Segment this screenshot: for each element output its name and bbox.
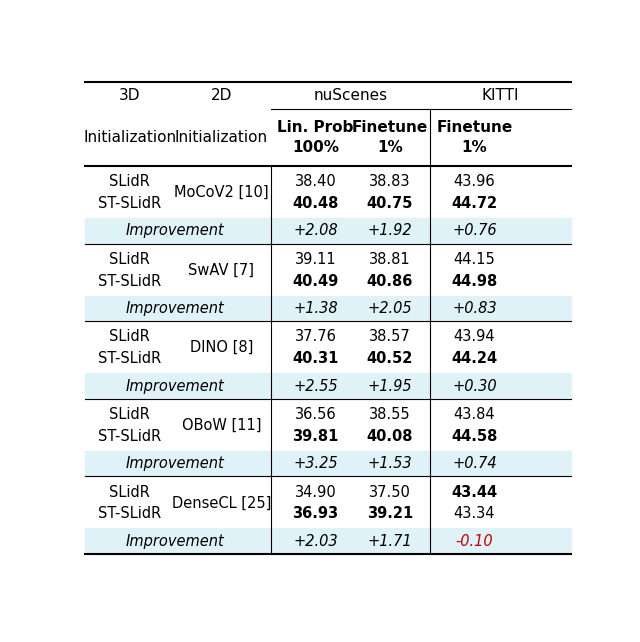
Text: ST-SLidR: ST-SLidR — [98, 351, 161, 366]
Text: nuScenes: nuScenes — [313, 88, 387, 103]
Text: MoCoV2 [10]: MoCoV2 [10] — [174, 185, 269, 200]
Text: OBoW [11]: OBoW [11] — [182, 418, 261, 433]
Text: Lin. Prob
100%: Lin. Prob 100% — [277, 120, 354, 155]
Text: Improvement: Improvement — [126, 534, 225, 549]
Text: +0.83: +0.83 — [452, 301, 497, 316]
Text: 43.96: 43.96 — [454, 174, 495, 189]
Text: SwAV [7]: SwAV [7] — [188, 263, 254, 277]
Text: +1.53: +1.53 — [368, 456, 412, 471]
Text: 43.44: 43.44 — [451, 485, 497, 499]
Text: 37.50: 37.50 — [369, 485, 411, 499]
Text: Finetune
1%: Finetune 1% — [352, 120, 428, 155]
Text: 40.31: 40.31 — [292, 351, 339, 366]
Text: 38.83: 38.83 — [369, 174, 411, 189]
Text: +1.92: +1.92 — [368, 223, 412, 238]
Text: DINO [8]: DINO [8] — [189, 340, 253, 355]
Text: +2.05: +2.05 — [368, 301, 412, 316]
Text: Initialization: Initialization — [175, 130, 268, 145]
Text: +2.03: +2.03 — [293, 534, 338, 549]
Text: Improvement: Improvement — [126, 456, 225, 471]
Text: Improvement: Improvement — [126, 223, 225, 238]
Text: Improvement: Improvement — [126, 379, 225, 394]
Text: 43.84: 43.84 — [454, 407, 495, 422]
Bar — [85, 295, 571, 321]
Text: 44.98: 44.98 — [451, 273, 497, 288]
Text: +1.38: +1.38 — [293, 301, 338, 316]
Text: 40.75: 40.75 — [367, 196, 413, 211]
Text: ST-SLidR: ST-SLidR — [98, 429, 161, 444]
Text: Improvement: Improvement — [126, 301, 225, 316]
Text: 43.94: 43.94 — [454, 329, 495, 344]
Text: ST-SLidR: ST-SLidR — [98, 507, 161, 521]
Text: 34.90: 34.90 — [295, 485, 337, 499]
Text: 38.81: 38.81 — [369, 252, 411, 266]
Text: SLidR: SLidR — [109, 252, 150, 266]
Text: +1.95: +1.95 — [368, 379, 412, 394]
Text: +0.30: +0.30 — [452, 379, 497, 394]
Text: 40.52: 40.52 — [367, 351, 413, 366]
Bar — [85, 528, 571, 554]
Text: SLidR: SLidR — [109, 407, 150, 422]
Text: -0.10: -0.10 — [456, 534, 493, 549]
Text: 44.15: 44.15 — [454, 252, 495, 266]
Text: 39.11: 39.11 — [295, 252, 337, 266]
Text: 44.72: 44.72 — [451, 196, 497, 211]
Text: 3D: 3D — [119, 88, 140, 103]
Text: 40.08: 40.08 — [367, 429, 413, 444]
Text: 40.49: 40.49 — [292, 273, 339, 288]
Text: 40.48: 40.48 — [292, 196, 339, 211]
Text: KITTI: KITTI — [482, 88, 519, 103]
Text: 43.34: 43.34 — [454, 507, 495, 521]
Text: ST-SLidR: ST-SLidR — [98, 196, 161, 211]
Text: 39.21: 39.21 — [367, 507, 413, 521]
Text: 37.76: 37.76 — [294, 329, 337, 344]
Text: +1.71: +1.71 — [368, 534, 412, 549]
Text: +3.25: +3.25 — [293, 456, 338, 471]
Text: Finetune
1%: Finetune 1% — [436, 120, 513, 155]
Bar — [85, 218, 571, 243]
Text: SLidR: SLidR — [109, 329, 150, 344]
Text: +2.08: +2.08 — [293, 223, 338, 238]
Text: 44.58: 44.58 — [451, 429, 497, 444]
Text: SLidR: SLidR — [109, 174, 150, 189]
Bar — [85, 373, 571, 399]
Text: ST-SLidR: ST-SLidR — [98, 273, 161, 288]
Text: SLidR: SLidR — [109, 485, 150, 499]
Text: +0.76: +0.76 — [452, 223, 497, 238]
Text: 36.56: 36.56 — [295, 407, 337, 422]
Text: 44.24: 44.24 — [451, 351, 497, 366]
Text: 39.81: 39.81 — [292, 429, 339, 444]
Bar — [85, 451, 571, 476]
Text: 40.86: 40.86 — [367, 273, 413, 288]
Text: 38.57: 38.57 — [369, 329, 411, 344]
Text: 38.40: 38.40 — [295, 174, 337, 189]
Text: DenseCL [25]: DenseCL [25] — [172, 496, 271, 510]
Text: +0.74: +0.74 — [452, 456, 497, 471]
Text: +2.55: +2.55 — [293, 379, 338, 394]
Text: 36.93: 36.93 — [292, 507, 339, 521]
Text: Initialization: Initialization — [83, 130, 176, 145]
Text: 38.55: 38.55 — [369, 407, 411, 422]
Text: 2D: 2D — [211, 88, 232, 103]
